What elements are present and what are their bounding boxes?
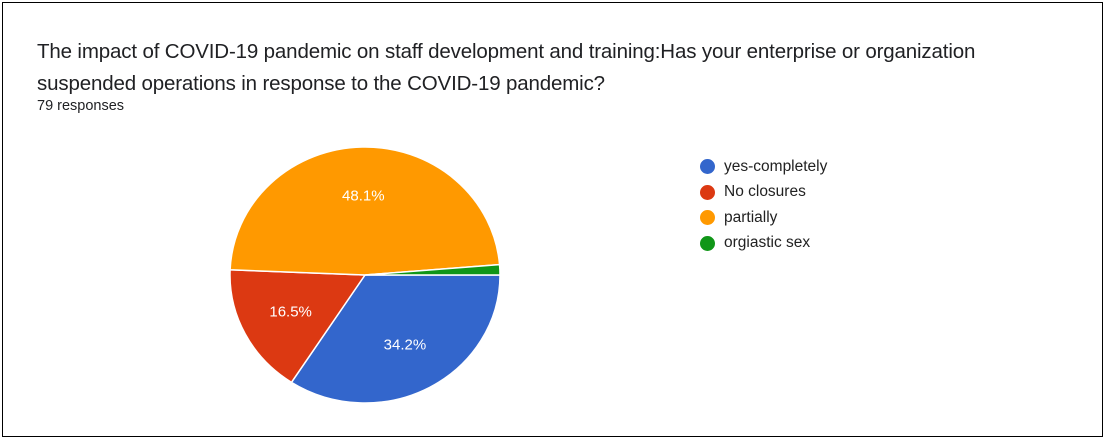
legend-swatch-icon (700, 184, 715, 200)
response-count: 79 responses (37, 98, 125, 114)
pie-slice-no-closures[interactable] (229, 269, 367, 384)
slice-data-label: 34.2% (384, 337, 427, 354)
slice-data-label: 48.1% (342, 188, 385, 205)
pie-slice-partially[interactable] (229, 146, 501, 276)
legend-label: partially (724, 208, 778, 226)
legend-label: orgiastic sex (724, 234, 811, 252)
legend: yes-completely No closures partially orgias… (700, 154, 827, 256)
chart-title: The impact of COVID-19 pandemic on staff… (37, 40, 976, 95)
legend-item[interactable]: orgiastic sex (700, 231, 827, 257)
legend-swatch-icon (700, 159, 715, 175)
legend-item[interactable]: partially (700, 205, 827, 231)
chart-frame (2, 2, 1103, 437)
legend-label: No closures (724, 183, 806, 201)
slice-data-label: 16.5% (269, 303, 312, 320)
legend-swatch-icon (700, 210, 715, 226)
legend-label: yes-completely (724, 157, 828, 175)
legend-swatch-icon (700, 235, 715, 251)
pie-slice-orgiastic-sex[interactable] (364, 263, 501, 276)
legend-item[interactable]: No closures (700, 180, 827, 206)
legend-item[interactable]: yes-completely (700, 154, 827, 180)
